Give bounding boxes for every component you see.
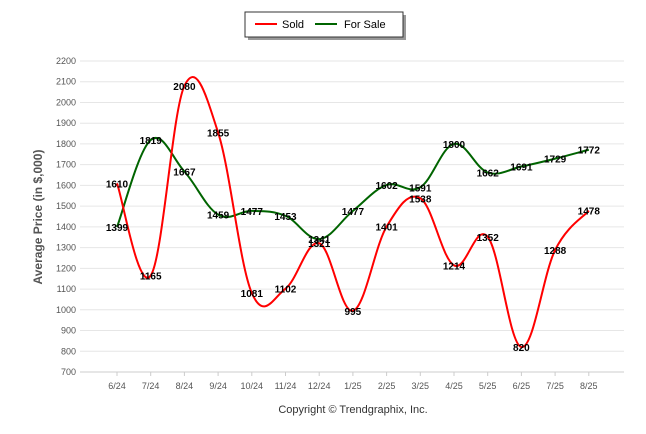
x-tick-7: 1/25	[344, 381, 362, 391]
data-label-sold-5: 1102	[275, 285, 297, 296]
x-tick-12: 6/25	[513, 381, 531, 391]
data-label-for-sale-4: 1477	[241, 207, 264, 218]
y-tick-1900: 1900	[56, 118, 76, 128]
legend: Sold For Sale	[244, 11, 406, 40]
y-tick-1800: 1800	[56, 139, 76, 149]
legend-sold-label: Sold	[282, 19, 304, 31]
data-label-sold-4: 1081	[241, 289, 264, 300]
y-tick-1700: 1700	[56, 160, 76, 170]
legend-for-sale-label: For Sale	[344, 19, 386, 31]
data-label-sold-1: 1165	[140, 272, 162, 283]
x-tick-6: 12/24	[308, 381, 331, 391]
data-label-sold-12: 820	[513, 343, 530, 354]
data-label-for-sale-7: 1477	[342, 207, 365, 218]
data-label-for-sale-11: 1662	[477, 169, 500, 180]
data-label-sold-0: 1610	[106, 179, 129, 190]
x-axis-ticks: 6/24 7/24 8/24 9/24 10/24 11/24 12/24 1/25 2/25 3…	[108, 372, 598, 391]
data-label-for-sale-12: 1691	[510, 163, 533, 174]
data-label-for-sale-14: 1772	[578, 146, 601, 157]
y-tick-1200: 1200	[56, 263, 76, 273]
y-tick-1600: 1600	[56, 180, 76, 190]
x-tick-9: 3/25	[412, 381, 430, 391]
data-label-for-sale-9: 1591	[409, 183, 432, 194]
data-label-sold-11: 1352	[477, 233, 500, 244]
x-tick-4: 10/24	[241, 381, 264, 391]
data-label-for-sale-0: 1399	[106, 223, 129, 234]
data-label-for-sale-10: 1800	[443, 140, 466, 151]
series-line-sold	[116, 76, 590, 349]
x-tick-13: 7/25	[546, 381, 564, 391]
data-label-sold-13: 1288	[544, 246, 567, 257]
data-label-sold-9: 1538	[409, 194, 432, 205]
data-label-sold-14: 1478	[578, 207, 601, 218]
y-tick-2000: 2000	[56, 97, 76, 107]
y-tick-1000: 1000	[56, 305, 76, 315]
x-tick-11: 5/25	[479, 381, 497, 391]
x-tick-3: 9/24	[209, 381, 227, 391]
x-tick-1: 7/24	[142, 381, 160, 391]
data-label-for-sale-1: 1819	[140, 136, 163, 147]
y-tick-1300: 1300	[56, 243, 76, 253]
x-tick-14: 8/25	[580, 381, 598, 391]
y-tick-700: 700	[61, 367, 76, 377]
x-tick-5: 11/24	[275, 381, 297, 391]
data-label-sold-8: 1401	[375, 223, 398, 234]
data-label-for-sale-2: 1667	[173, 168, 196, 179]
x-tick-0: 6/24	[108, 381, 126, 391]
y-tick-2100: 2100	[56, 77, 76, 87]
y-tick-1400: 1400	[56, 222, 76, 232]
x-tick-10: 4/25	[445, 381, 463, 391]
y-tick-900: 900	[61, 326, 76, 336]
data-label-sold-3: 1855	[207, 129, 230, 140]
y-tick-1100: 1100	[57, 284, 76, 294]
y-tick-800: 800	[61, 346, 76, 356]
data-label-sold-10: 1214	[443, 261, 466, 272]
y-axis-label: Average Price (in $,000)	[31, 150, 45, 285]
y-tick-1500: 1500	[56, 201, 76, 211]
data-label-sold-6: 1321	[308, 239, 331, 250]
x-tick-8: 2/25	[378, 381, 396, 391]
series-lines	[116, 76, 590, 349]
y-axis-ticks: 700 800 900 1000 1100 1200 1300 1400 1500 1600 170…	[56, 56, 76, 377]
data-label-for-sale-5: 1453	[274, 212, 297, 223]
data-label-sold-7: 995	[345, 307, 362, 318]
data-label-sold-2: 2080	[173, 82, 196, 93]
data-label-for-sale-8: 1602	[375, 181, 398, 192]
data-label-for-sale-6: 1341	[308, 235, 331, 246]
y-tick-2200: 2200	[56, 56, 76, 66]
data-label-for-sale-13: 1729	[544, 155, 567, 166]
copyright-text: Copyright © Trendgraphix, Inc.	[278, 404, 427, 416]
series-line-for-sale	[116, 136, 590, 241]
x-tick-2: 8/24	[176, 381, 194, 391]
data-label-for-sale-3: 1459	[207, 211, 230, 222]
